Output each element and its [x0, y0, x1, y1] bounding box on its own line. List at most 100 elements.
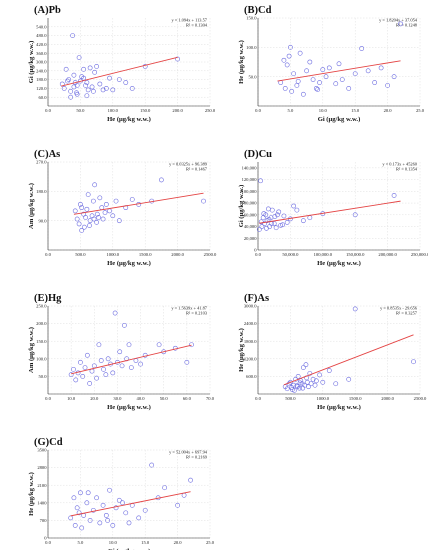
data-point	[63, 66, 69, 72]
y-tick-label: 270.0	[36, 160, 47, 165]
x-tick-label: 250,000.0	[411, 252, 428, 258]
panel-a: 0.0 50.0 100.0 150.0 200.0 250.0 60.0 120.0 180.…	[28, 5, 216, 123]
data-point	[100, 502, 106, 508]
r-squared: R² = 0.1304	[186, 23, 208, 28]
regression-equation: y = 1.5639x + 41.87	[171, 306, 207, 311]
y-tick-label: 2100	[37, 483, 47, 488]
data-point	[91, 216, 97, 222]
panel-title: (F)As	[244, 293, 269, 304]
data-point	[333, 381, 339, 387]
x-tick-label: 50,000.0	[282, 252, 299, 258]
data-point	[284, 62, 290, 68]
data-point	[70, 33, 76, 38]
data-point	[96, 215, 101, 220]
data-point	[117, 349, 123, 355]
data-point	[126, 520, 132, 526]
data-point	[61, 86, 67, 91]
x-tick-label: 40.0	[137, 396, 146, 401]
x-tick-label: 0.0	[45, 252, 51, 257]
x-tick-label: 5.0	[78, 540, 84, 545]
data-point	[333, 81, 339, 87]
y-axis-label: Am (μg/kg w.w.)	[28, 183, 35, 229]
data-point	[161, 349, 167, 355]
x-tick-label: 70.0	[206, 396, 215, 401]
x-tick-label: 15.0	[351, 108, 360, 113]
x-tick-label: 250.0	[205, 108, 216, 113]
x-tick-label: 0.0	[255, 108, 261, 113]
data-point	[201, 198, 206, 204]
y-tick-label: 0	[254, 248, 257, 253]
data-point	[103, 372, 109, 378]
data-point	[287, 44, 293, 50]
data-point	[84, 352, 90, 358]
y-tick-label: 120.0	[36, 86, 47, 91]
data-point	[121, 322, 127, 328]
panel-b: 0.0 5.0 10.0 15.0 20.0 25.0 50.0 100.0 150.0 Gi (…	[238, 5, 425, 123]
data-point	[310, 77, 316, 82]
panel-title: (D)Cu	[244, 149, 272, 160]
x-tick-label: 30.0	[113, 396, 122, 401]
data-point	[98, 358, 104, 363]
data-point	[359, 46, 365, 51]
data-point	[304, 68, 309, 74]
data-point	[307, 371, 313, 376]
data-point	[110, 87, 116, 93]
data-point	[82, 365, 88, 370]
data-point	[123, 80, 129, 85]
data-point	[188, 477, 193, 483]
x-tick-label: 100.0	[108, 108, 119, 113]
x-axis-label: He (μg/kg w.w.)	[107, 404, 151, 411]
data-point	[278, 222, 284, 228]
x-tick-label: 10.0	[319, 108, 328, 113]
data-point	[87, 518, 93, 523]
data-point	[94, 219, 99, 225]
data-point	[398, 21, 403, 27]
data-point	[128, 365, 134, 370]
data-point	[78, 490, 83, 496]
data-point	[264, 225, 269, 231]
x-tick-label: 200,000.0	[378, 252, 397, 258]
data-point	[294, 207, 300, 213]
data-point	[365, 68, 371, 74]
data-point	[87, 381, 93, 386]
y-tick-label: 50.0	[248, 74, 257, 79]
data-point	[391, 74, 397, 80]
data-point	[84, 80, 90, 85]
data-point	[265, 206, 271, 212]
y-axis-label: Gi (μg/kg w.w.)	[238, 185, 245, 228]
x-tick-label: 500.0	[285, 396, 296, 401]
x-tick-label: 20.0	[174, 540, 183, 545]
data-point	[97, 520, 103, 526]
data-point	[81, 66, 87, 72]
data-point	[258, 219, 264, 225]
data-point	[76, 510, 82, 516]
data-point	[352, 212, 358, 218]
data-point	[74, 216, 80, 222]
regression-line	[283, 334, 414, 386]
r-squared: R² = 0.1354	[396, 167, 418, 172]
x-axis-label: He (μg/kg w.w.)	[317, 260, 361, 267]
y-tick-label: 3000.0	[244, 304, 257, 309]
regression-equation: y = 1.8204x + 37.054	[379, 18, 418, 23]
x-tick-label: 2000.0	[381, 396, 394, 401]
data-point	[94, 211, 100, 217]
y-axis-label: He (μg/kg w.w.)	[238, 328, 245, 372]
x-tick-label: 50.0	[76, 108, 85, 113]
data-point	[142, 64, 148, 69]
data-point	[116, 218, 122, 224]
data-point	[269, 207, 275, 213]
y-axis-label: Am (μg/kg w.w.)	[28, 327, 35, 373]
data-point	[101, 366, 106, 372]
x-tick-label: 150,000.0	[346, 252, 365, 258]
data-point	[71, 495, 77, 501]
y-tick-label: 140,000	[242, 165, 258, 171]
data-point	[317, 372, 322, 378]
data-point	[295, 78, 301, 84]
data-point	[92, 182, 98, 188]
regression-equation: y = 0.8535x - 29.656	[380, 306, 418, 311]
x-tick-label: 150.0	[140, 108, 151, 113]
data-point	[92, 69, 98, 75]
r-squared: R² = 0.1248	[396, 23, 418, 28]
x-tick-label: 200.0	[172, 108, 183, 113]
panel-f: 0.0 500.0 1000.0 1500.0 2000.0 2500.0 600.0 120…	[238, 293, 427, 411]
